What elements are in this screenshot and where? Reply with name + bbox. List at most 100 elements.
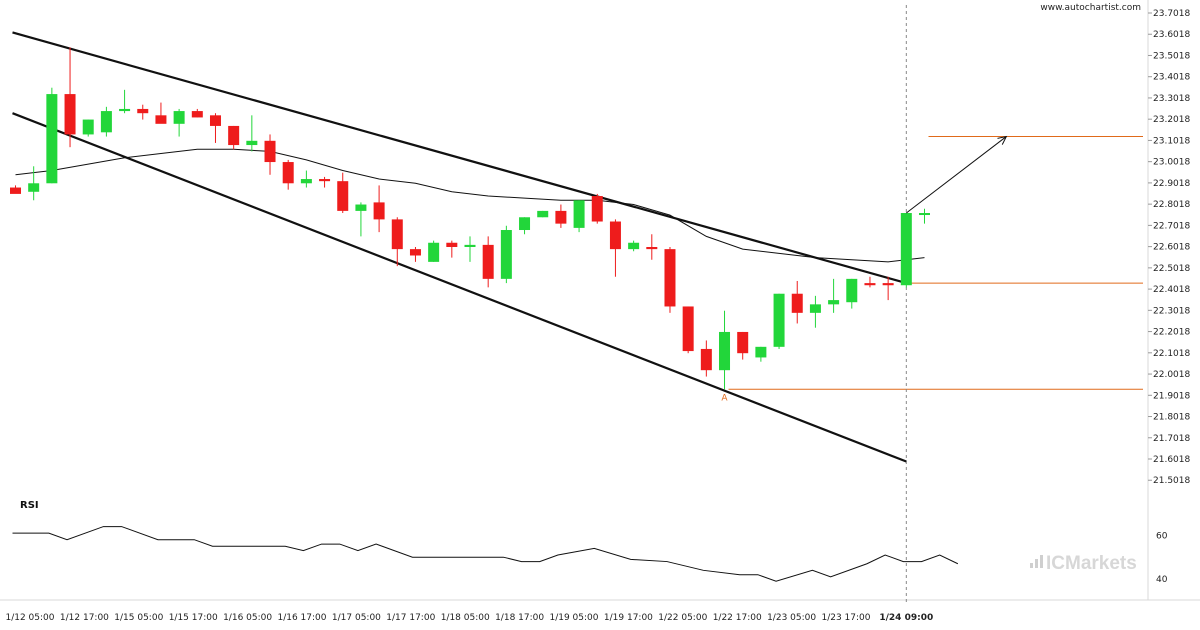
y-tick-label: 23.1018 (1153, 136, 1190, 146)
candle-body (100, 111, 112, 133)
x-tick-label: 1/12 17:00 (60, 613, 109, 623)
candle (828, 278, 840, 313)
y-tick-label: 21.6018 (1153, 455, 1190, 465)
candle (446, 240, 458, 258)
candle (755, 346, 767, 362)
y-tick-label: 22.4018 (1153, 285, 1190, 295)
candle (682, 306, 694, 354)
y-tick-label: 23.5018 (1153, 51, 1190, 61)
candles (10, 47, 930, 390)
y-tick-label: 22.1018 (1153, 349, 1190, 359)
candle-body (628, 242, 640, 250)
candle-body (755, 346, 767, 358)
pivot-label: A (721, 393, 728, 403)
candle (191, 108, 203, 118)
channel-lower-line (12, 112, 907, 463)
candle-body (919, 213, 930, 216)
x-tick-label: 1/16 05:00 (223, 613, 272, 623)
candle (100, 106, 112, 137)
candle-body (246, 140, 258, 146)
candle (10, 185, 21, 194)
candle-body (319, 179, 331, 182)
candle-body (264, 140, 276, 163)
candle (919, 208, 930, 224)
x-tick-label: 1/15 05:00 (114, 613, 163, 623)
candle (700, 340, 712, 377)
candle (319, 176, 331, 188)
forecast-arrow-line (906, 136, 1007, 214)
candle (664, 247, 676, 313)
moving-average (15, 148, 925, 263)
candle (609, 219, 621, 277)
candle-body (119, 108, 131, 112)
candle-body (10, 187, 21, 194)
candle-body (773, 293, 785, 347)
candle-body (791, 293, 803, 313)
candle-body (28, 183, 40, 192)
y-tick-label: 21.5018 (1153, 476, 1190, 486)
candle (155, 102, 167, 124)
candle (500, 225, 512, 284)
candle (737, 331, 749, 360)
candle-body (82, 119, 94, 135)
x-tick-label: 1/16 17:00 (277, 613, 326, 623)
y-tick-label: 21.8018 (1153, 413, 1190, 423)
x-tick-label: 1/23 05:00 (767, 613, 816, 623)
candle-body (700, 348, 712, 371)
candle-body (446, 242, 458, 247)
candle-body (46, 94, 58, 184)
candle-body (737, 331, 749, 354)
x-tick-label: 1/19 17:00 (604, 613, 653, 623)
candle-body (719, 331, 731, 371)
candle-body (409, 249, 421, 256)
candle (864, 276, 876, 288)
forecast-arrow-head (997, 135, 1008, 145)
horizontal-levels (728, 5, 1143, 605)
moving-average-line (15, 148, 925, 263)
candle-body (300, 179, 312, 184)
candle (591, 193, 603, 224)
x-tick-label: 1/18 17:00 (495, 613, 544, 623)
brand-logo: ICMarkets (1030, 553, 1137, 574)
y-tick-label: 23.2018 (1153, 115, 1190, 125)
candle (409, 247, 421, 262)
candle-body (809, 304, 821, 313)
candle (537, 210, 549, 218)
rsi-tick-label: 60 (1156, 531, 1168, 541)
brand-name: ICMarkets (1046, 553, 1137, 574)
candle-body (337, 181, 349, 211)
candle (573, 200, 585, 233)
candle (137, 104, 149, 120)
candle-body (155, 115, 167, 124)
candle-body (391, 219, 403, 250)
candle (628, 240, 640, 252)
channel-lines (12, 31, 907, 463)
candle (119, 89, 131, 114)
rsi-panel: 60 40 (12, 526, 1168, 585)
y-tick-label: 21.7018 (1153, 434, 1190, 444)
candle-body (591, 196, 603, 222)
candle (173, 108, 185, 137)
candle-body (464, 244, 476, 247)
candle (464, 236, 476, 262)
y-tick-label: 23.0018 (1153, 158, 1190, 168)
candle (209, 113, 221, 143)
x-tick-label: 1/19 05:00 (549, 613, 598, 623)
candle-body (228, 125, 240, 146)
candle-body (500, 230, 512, 279)
rsi-line (12, 526, 959, 582)
candle (900, 213, 912, 288)
y-tick-label: 21.9018 (1153, 391, 1190, 401)
candle (555, 204, 567, 228)
candle (773, 293, 785, 349)
candle (264, 134, 276, 175)
x-tick-label: 1/24 09:00 (879, 613, 933, 623)
candle-body (537, 210, 549, 218)
site-url: www.autochartist.com (1040, 3, 1141, 13)
candle (337, 172, 349, 214)
bars-icon (1030, 555, 1043, 568)
candle (300, 170, 312, 188)
x-tick-label: 1/22 05:00 (658, 613, 707, 623)
y-axis-ticks: 23.7018 23.6018 23.5018 23.4018 23.3018 23.20… (1147, 0, 1190, 600)
rsi-tick-label: 40 (1156, 575, 1168, 585)
